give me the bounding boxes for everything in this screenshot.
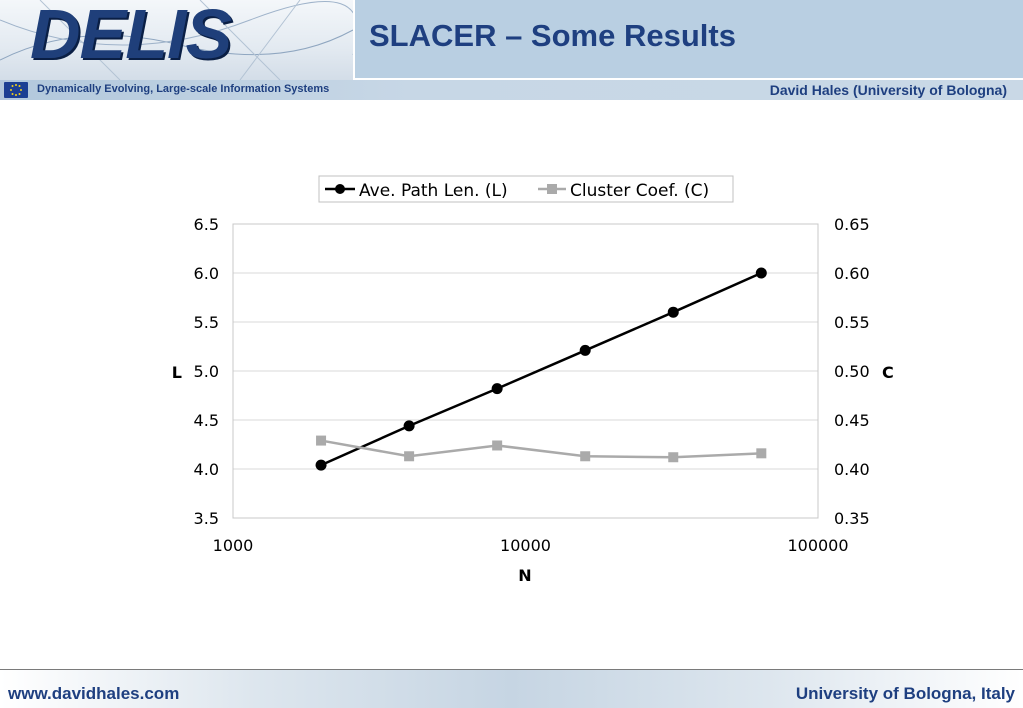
x-tick-label: 1000 [213,536,254,555]
data-point-C [316,435,327,446]
slide-title: SLACER – Some Results [369,18,736,53]
delis-logo: DELIS [0,0,353,80]
author-label: David Hales (University of Bologna) [769,82,1007,98]
data-point-C [404,451,415,462]
data-point-C [668,452,679,463]
y-right-tick-label: 0.50 [834,362,870,381]
legend-label-C: Cluster Coef. (C) [570,181,709,201]
x-tick-label: 100000 [787,536,848,555]
data-point-L [491,383,503,395]
data-point-L [315,459,327,471]
project-subtitle: Dynamically Evolving, Large-scale Inform… [37,83,330,95]
y-left-tick-label: 5.5 [194,313,219,332]
data-point-L [579,344,591,356]
slide-header: DELIS SLACER – Some Results Dynamically … [0,0,1023,100]
y-right-tick-label: 0.45 [834,411,870,430]
series-line-C [320,439,762,459]
footer-website[interactable]: www.davidhales.com [8,684,180,703]
y-left-tick-label: 3.5 [194,509,219,528]
legend-label-L: Ave. Path Len. (L) [359,181,508,201]
y-right-tick-label: 0.40 [834,460,870,479]
eu-stars-icon [10,84,22,96]
legend: Ave. Path Len. (L) Cluster Coef. (C) [318,175,734,203]
y-left-tick-label: 6.0 [194,264,219,283]
legend-marker-C [547,184,557,194]
x-tick-label: 10000 [500,536,551,555]
y-left-tick-label: 4.0 [194,460,219,479]
y-right-tick-label: 0.35 [834,509,870,528]
logo-network-lines [0,0,353,80]
subtitle-bar: Dynamically Evolving, Large-scale Inform… [0,80,1023,100]
footer-divider [0,669,1023,670]
y-left-tick-label: 6.5 [194,215,219,234]
logo-text: DELIS [30,0,232,73]
footer-institution: University of Bologna, Italy [795,684,1015,703]
plot-area-border [232,223,819,519]
data-point-C [756,448,767,459]
y-right-tick-label: 0.65 [834,215,870,234]
legend-marker-L [335,184,345,194]
data-point-L [667,306,679,318]
x-axis-title: N [518,566,531,585]
axis-layer: 3.5 4.0 4.5 5.0 5.5 6.0 6.5 0.35 0.40 0.45 0.50 0.5… [194,215,870,555]
data-point-C [580,451,591,462]
legend-box [318,175,734,203]
data-point-L [403,420,415,432]
y-left-tick-label: 5.0 [194,362,219,381]
y-right-tick-label: 0.60 [834,264,870,283]
eu-flag-icon [4,82,28,98]
data-point-L [755,267,767,279]
y-left-tick-label: 4.5 [194,411,219,430]
series-layer [315,267,767,471]
data-point-C [492,440,503,451]
y-axis-left-title: L [172,363,182,382]
y-right-tick-label: 0.55 [834,313,870,332]
slide-footer: www.davidhales.com University of Bologna… [0,670,1023,708]
title-box: SLACER – Some Results [355,0,1023,78]
grid-layer [233,272,818,470]
series-line-L [320,271,762,467]
y-axis-right-title: C [882,363,894,382]
